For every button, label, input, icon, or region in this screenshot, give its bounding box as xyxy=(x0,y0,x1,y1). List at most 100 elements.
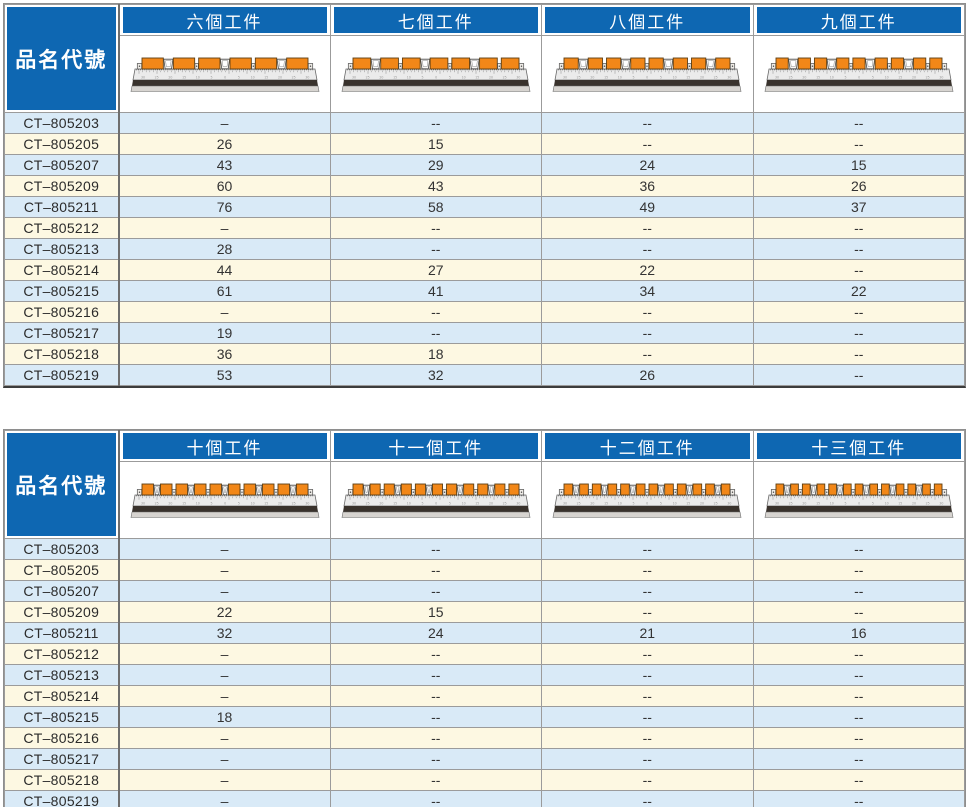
svg-text:15: 15 xyxy=(182,501,186,505)
workpiece-rail-icon: 30 25 20 15 10 5 0 5 10 15 20 25 30 xyxy=(552,57,742,92)
rail-illustration-cell: 30 25 20 15 10 5 0 5 10 15 20 25 30 xyxy=(329,35,542,113)
capacity-value-cell: – xyxy=(118,790,331,807)
table-row: CT–805218– -- -- -- xyxy=(4,769,965,791)
svg-text:10: 10 xyxy=(618,75,622,79)
svg-text:30: 30 xyxy=(305,75,309,79)
capacity-value-cell: -- xyxy=(541,559,754,581)
svg-text:15: 15 xyxy=(475,75,479,79)
svg-text:5: 5 xyxy=(449,501,451,505)
table-body: CT–805203– -- -- -- CT–805205– -- -- -- CT–80520… xyxy=(4,538,965,807)
column-header-label: 十一個工件 xyxy=(333,433,538,459)
capacity-value-cell: 58 xyxy=(329,196,542,218)
svg-text:30: 30 xyxy=(939,75,943,79)
capacity-value-cell: -- xyxy=(752,706,965,728)
illustration-row: 30 25 20 15 10 5 0 5 10 15 20 25 30 30 25 20 15 10 5 0 5 10 15… xyxy=(5,35,965,113)
column-header: 八個工件 xyxy=(541,4,754,36)
capacity-value-cell: – xyxy=(118,580,331,602)
product-code-cell: CT–805211 xyxy=(4,196,120,218)
capacity-value-cell: 18 xyxy=(329,343,542,365)
capacity-value-cell: -- xyxy=(541,727,754,749)
svg-text:10: 10 xyxy=(673,501,677,505)
product-code-cell: CT–805218 xyxy=(4,769,120,791)
capacity-value-cell: -- xyxy=(541,538,754,560)
capacity-value-cell: 34 xyxy=(541,280,754,302)
rail-illustration-cell: 30 25 20 15 10 5 0 5 10 15 20 25 30 xyxy=(541,461,754,539)
capacity-value-cell: -- xyxy=(329,790,542,807)
svg-text:25: 25 xyxy=(788,75,792,79)
capacity-value-cell: 53 xyxy=(118,364,331,386)
svg-text:20: 20 xyxy=(700,75,704,79)
svg-text:5: 5 xyxy=(633,501,635,505)
svg-text:0: 0 xyxy=(435,501,437,505)
svg-text:15: 15 xyxy=(604,75,608,79)
capacity-value-cell: – xyxy=(118,748,331,770)
svg-text:30: 30 xyxy=(728,501,732,505)
svg-text:15: 15 xyxy=(898,75,902,79)
capacity-value-cell: 26 xyxy=(118,133,331,155)
svg-text:15: 15 xyxy=(264,75,268,79)
product-code-cell: CT–805213 xyxy=(4,238,120,260)
svg-text:15: 15 xyxy=(264,501,268,505)
capacity-value-cell: – xyxy=(118,769,331,791)
product-code-cell: CT–805218 xyxy=(4,343,120,365)
capacity-value-cell: -- xyxy=(329,727,542,749)
svg-text:10: 10 xyxy=(407,501,411,505)
capacity-value-cell: 22 xyxy=(118,601,331,623)
svg-text:20: 20 xyxy=(802,75,806,79)
svg-text:20: 20 xyxy=(912,501,916,505)
svg-text:20: 20 xyxy=(912,75,916,79)
corner-header: 品名代號 xyxy=(4,430,120,539)
svg-text:30: 30 xyxy=(352,75,356,79)
svg-text:15: 15 xyxy=(475,501,479,505)
svg-text:10: 10 xyxy=(195,75,199,79)
svg-text:20: 20 xyxy=(379,501,383,505)
capacity-value-cell: -- xyxy=(752,133,965,155)
table-row: CT–805216– -- -- -- xyxy=(4,301,965,323)
workpiece-capacity-table-1: 品名代號 六個工件 七個工件 八個工件 九個工件 30 25 20 15 10 5 0 5 10 15 2… xyxy=(3,3,966,388)
capacity-value-cell: -- xyxy=(752,748,965,770)
svg-text:15: 15 xyxy=(816,501,820,505)
table-body: CT–805203– -- -- -- CT–805205 26 15 -- -- CT–8052… xyxy=(4,112,965,386)
capacity-value-cell: -- xyxy=(541,601,754,623)
capacity-value-cell: – xyxy=(118,217,331,239)
capacity-value-cell: 24 xyxy=(329,622,542,644)
column-header-label: 十個工件 xyxy=(122,433,327,459)
table-row: CT–805211 32 24 21 16 xyxy=(4,622,965,644)
svg-text:30: 30 xyxy=(305,501,309,505)
capacity-value-cell: – xyxy=(118,727,331,749)
svg-text:20: 20 xyxy=(168,75,172,79)
svg-text:25: 25 xyxy=(925,501,929,505)
svg-text:30: 30 xyxy=(563,75,567,79)
capacity-value-cell: 41 xyxy=(329,280,542,302)
table-row: CT–805205– -- -- -- xyxy=(4,559,965,581)
capacity-value-cell: -- xyxy=(329,301,542,323)
capacity-value-cell: -- xyxy=(541,217,754,239)
capacity-value-cell: -- xyxy=(329,559,542,581)
column-header-row: 品名代號 六個工件 七個工件 八個工件 九個工件 xyxy=(4,4,965,113)
column-header: 六個工件 xyxy=(118,4,331,36)
svg-text:20: 20 xyxy=(489,75,493,79)
svg-text:25: 25 xyxy=(714,501,718,505)
column-header-label: 九個工件 xyxy=(756,7,961,33)
table-row: CT–805214– -- -- -- xyxy=(4,685,965,707)
svg-text:30: 30 xyxy=(140,501,144,505)
rail-illustration-cell: 30 25 20 15 10 5 0 5 10 15 20 25 30 xyxy=(118,461,331,539)
product-code-cell: CT–805205 xyxy=(4,559,120,581)
svg-text:10: 10 xyxy=(195,501,199,505)
table-row: CT–805216– -- -- -- xyxy=(4,727,965,749)
svg-text:5: 5 xyxy=(237,501,239,505)
svg-text:10: 10 xyxy=(250,75,254,79)
table-row: CT–805209 60 43 36 26 xyxy=(4,175,965,197)
capacity-value-cell: 60 xyxy=(118,175,331,197)
capacity-value-cell: -- xyxy=(541,580,754,602)
capacity-value-cell: – xyxy=(118,643,331,665)
spec-table-1: 品名代號 六個工件 七個工件 八個工件 九個工件 30 25 20 15 10 5 0 5 10 15 2… xyxy=(4,4,965,386)
capacity-value-cell: -- xyxy=(541,748,754,770)
capacity-value-cell: 43 xyxy=(118,154,331,176)
svg-text:10: 10 xyxy=(884,501,888,505)
table-row: CT–805211 76 58 49 37 xyxy=(4,196,965,218)
capacity-value-cell: 22 xyxy=(541,259,754,281)
svg-text:10: 10 xyxy=(830,75,834,79)
workpiece-rail-icon: 30 25 20 15 10 5 0 5 10 15 20 25 30 xyxy=(552,483,742,518)
